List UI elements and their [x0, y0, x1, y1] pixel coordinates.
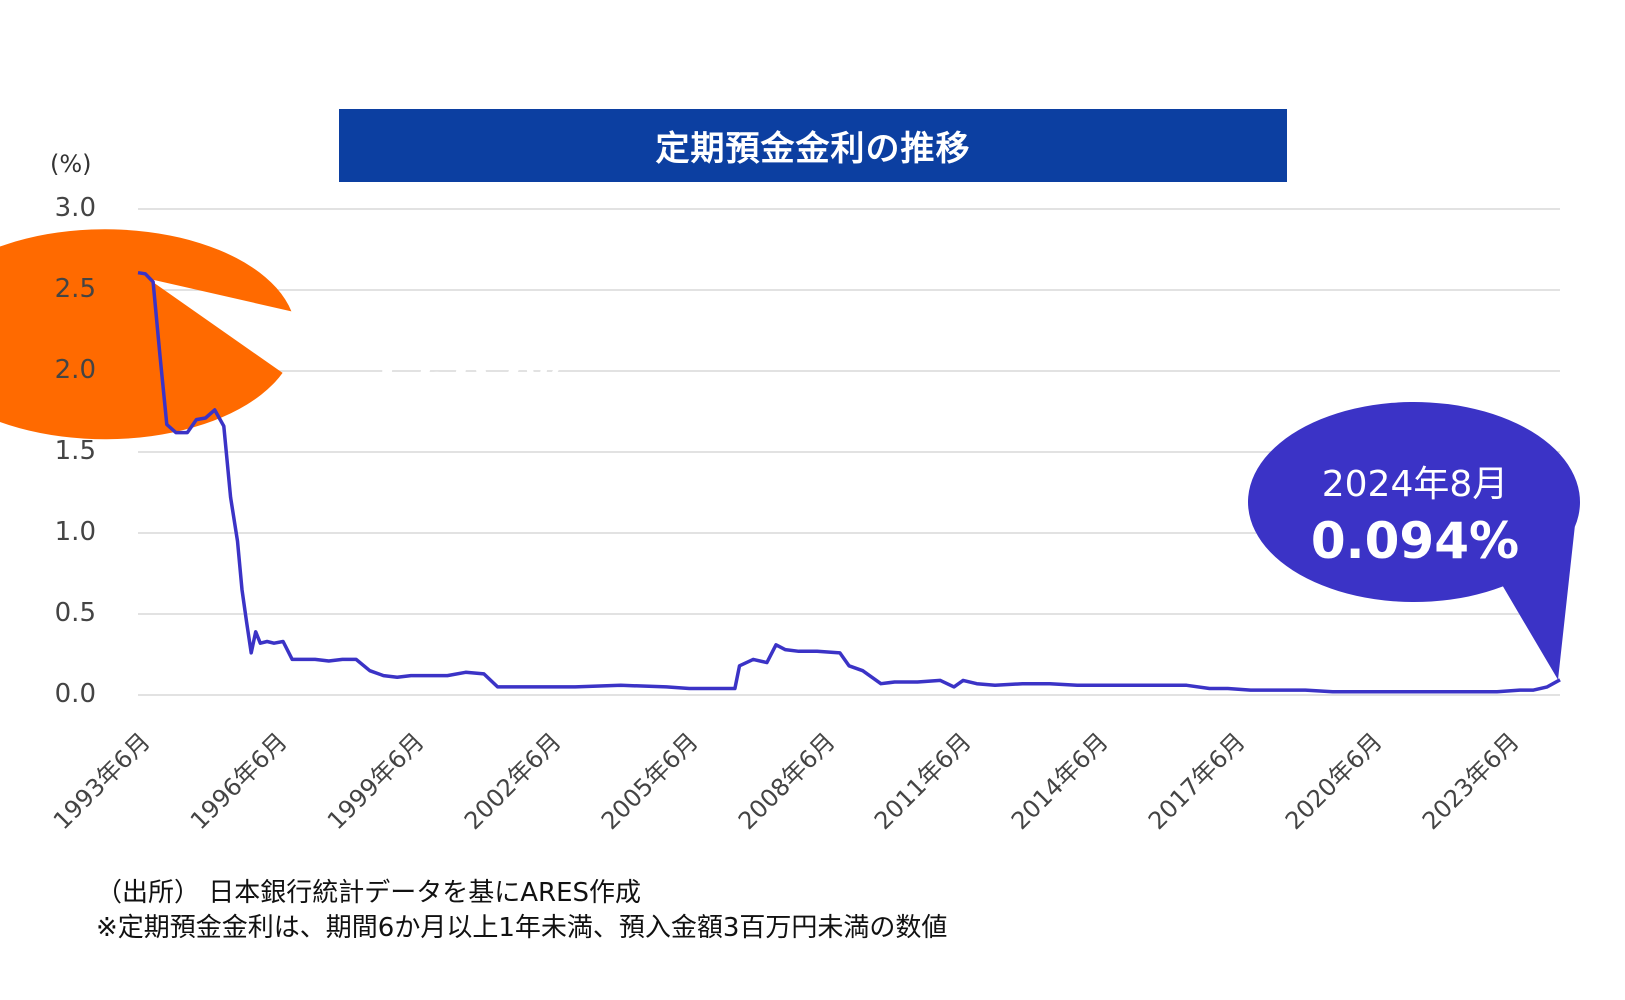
- callout-2024-value: 0.094%: [1310, 512, 1520, 570]
- callout-1993-value: 2.607%: [360, 350, 578, 410]
- y-tick-label: 2.5: [54, 274, 96, 304]
- callout-2024-bubble: [1247, 402, 1580, 680]
- y-tick-label: 2.0: [54, 355, 96, 385]
- y-tick-label: 1.0: [54, 517, 96, 547]
- source-note: （出所） 日本銀行統計データを基にARES作成: [96, 878, 642, 908]
- definition-note: ※定期預金金利は、期間6か月以上1年未満、預入金額3百万円未満の数値: [96, 913, 948, 943]
- chart-title: 定期預金金利の推移: [339, 109, 1287, 182]
- y-tick-label: 1.5: [54, 436, 96, 466]
- y-tick-label: 3.0: [54, 193, 96, 223]
- y-axis-unit-label: (%): [50, 150, 92, 178]
- series-line-deposit-rate: [137, 270, 1561, 694]
- callout-1993-label: 1993年: [405, 299, 533, 340]
- gridlines: [138, 208, 1560, 696]
- callout-2024-label: 2024年8月: [1321, 464, 1509, 505]
- y-tick-label: 0.5: [54, 598, 96, 628]
- y-tick-label: 0.0: [54, 679, 96, 709]
- callout-1993-bubble: [0, 229, 292, 440]
